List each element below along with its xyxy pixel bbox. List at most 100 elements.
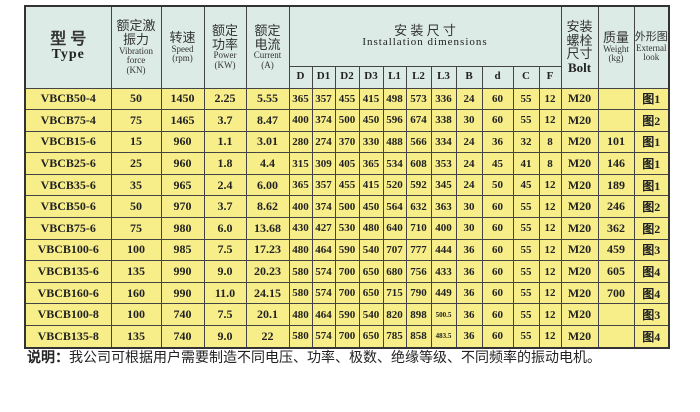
table-cell: 60 <box>481 195 514 219</box>
table-cell: 990 <box>160 260 205 283</box>
table-cell: 790 <box>405 281 432 305</box>
table-cell: 700 <box>334 325 360 349</box>
table-cell: 12 <box>538 109 562 132</box>
table-cell: 777 <box>405 238 432 262</box>
table-row: VBCB75-4 75 1465 3.7 8.47 400 374 500 450 596 674 3… <box>24 109 670 132</box>
table-cell: 8 <box>538 152 562 175</box>
table-cell: 12 <box>538 238 562 262</box>
table-cell: 100 <box>110 238 162 262</box>
table-row: VBCB15-6 15 960 1.1 3.01 280 274 370 330 488 566 33… <box>24 130 670 154</box>
table-cell: 36 <box>455 281 483 305</box>
table-cell: 650 <box>358 325 384 349</box>
speed-en: Speed <box>171 43 194 54</box>
table-cell: 30 <box>455 109 483 132</box>
table-cell: 36 <box>455 260 483 283</box>
table-cell: 55 <box>512 303 540 327</box>
table-cell: 415 <box>358 173 384 197</box>
table-cell: 55 <box>512 260 540 283</box>
table-cell: 图1 <box>633 152 670 175</box>
table-cell: VBCB50-4 <box>24 87 112 111</box>
table-cell: 573 <box>405 87 432 111</box>
table-cell: 60 <box>481 217 514 240</box>
table-cell: 450 <box>358 109 384 132</box>
dim-header-L3: L3 <box>430 65 457 89</box>
table-cell: 464 <box>311 238 336 262</box>
force-en: Vibration force <box>119 45 153 66</box>
table-cell: 75 <box>110 217 162 240</box>
table-cell: 605 <box>597 260 635 283</box>
table-cell: 1465 <box>160 109 205 132</box>
table-cell: 280 <box>288 130 313 154</box>
table-cell: 75 <box>110 109 162 132</box>
table-cell: M20 <box>560 260 599 283</box>
table-cell: 189 <box>597 173 635 197</box>
force-unit: (KN) <box>126 64 146 75</box>
table-cell: 330 <box>358 130 384 154</box>
table-cell: 309 <box>311 152 336 175</box>
weight-unit: (kg) <box>608 53 624 64</box>
table-cell: 336 <box>430 87 457 111</box>
table-cell: 362 <box>597 217 635 240</box>
table-cell: M20 <box>560 130 599 154</box>
table-cell: 50 <box>110 87 162 111</box>
table-cell: 960 <box>160 130 205 154</box>
table-cell: 45 <box>481 152 514 175</box>
table-cell <box>597 109 635 132</box>
table-cell: M20 <box>560 217 599 240</box>
table-cell: VBCB35-6 <box>24 173 112 197</box>
table-cell: 338 <box>430 109 457 132</box>
table-row: VBCB35-6 35 965 2.4 6.00 365 357 455 415 520 592 34… <box>24 173 670 197</box>
table-cell: 图1 <box>633 130 670 154</box>
table-cell: 574 <box>311 325 336 349</box>
dim-header-C: C <box>512 65 540 89</box>
table-cell: 35 <box>110 173 162 197</box>
table-cell: 36 <box>455 238 483 262</box>
table-cell: 135 <box>110 325 162 349</box>
table-cell: 430 <box>288 217 313 240</box>
table-cell: 1.8 <box>203 152 247 175</box>
table-cell: 22 <box>245 325 290 349</box>
table-cell: 500.5 <box>430 303 457 327</box>
table-cell: 100 <box>110 303 162 327</box>
force-zh: 额定激振力 <box>116 18 156 48</box>
header-force: 额定激振力 Vibration force (KN) <box>110 5 162 89</box>
table-cell: 480 <box>358 217 384 240</box>
current-en: Current <box>253 50 282 61</box>
table-cell: 365 <box>288 87 313 111</box>
table-cell: 632 <box>405 195 432 219</box>
table-cell: 580 <box>288 281 313 305</box>
table-cell: 图1 <box>633 87 670 111</box>
table-cell: 30 <box>455 217 483 240</box>
table-row: VBCB135-6 135 990 9.0 20.23 580 574 700 650 680 75… <box>24 260 670 283</box>
table-cell: 990 <box>160 281 205 305</box>
table-cell: 756 <box>405 260 432 283</box>
table-cell: 960 <box>160 152 205 175</box>
table-cell: 12 <box>538 260 562 283</box>
table-cell: M20 <box>560 173 599 197</box>
table-cell: M20 <box>560 152 599 175</box>
table-cell: 12 <box>538 87 562 111</box>
table-cell: 6.00 <box>245 173 290 197</box>
table-cell: 700 <box>334 281 360 305</box>
header-type: 型 号 Type <box>24 5 112 89</box>
table-cell: 6.0 <box>203 217 247 240</box>
table-cell: 365 <box>288 173 313 197</box>
header-installation: 安 装 尺 寸 Installation dimensions <box>288 5 562 67</box>
table-cell: 图1 <box>633 173 670 197</box>
table-row: VBCB25-6 25 960 1.8 4.4 315 309 405 365 534 608 353… <box>24 152 670 175</box>
table-cell: 50 <box>481 173 514 197</box>
table-cell: 596 <box>382 109 407 132</box>
dim-header-F: F <box>538 65 562 89</box>
table-cell: VBCB135-8 <box>24 325 112 349</box>
weight-zh: 质量 <box>602 29 629 45</box>
table-cell: 334 <box>430 130 457 154</box>
table-cell: 680 <box>382 260 407 283</box>
bolt-zh: 安装螺栓尺寸 <box>566 18 593 62</box>
table-cell: 图4 <box>633 260 670 283</box>
table-cell: 146 <box>597 152 635 175</box>
current-unit: (A) <box>261 59 274 70</box>
table-cell: 820 <box>382 303 407 327</box>
table-cell: 710 <box>405 217 432 240</box>
table-cell: 415 <box>358 87 384 111</box>
table-cell: VBCB100-8 <box>24 303 112 327</box>
